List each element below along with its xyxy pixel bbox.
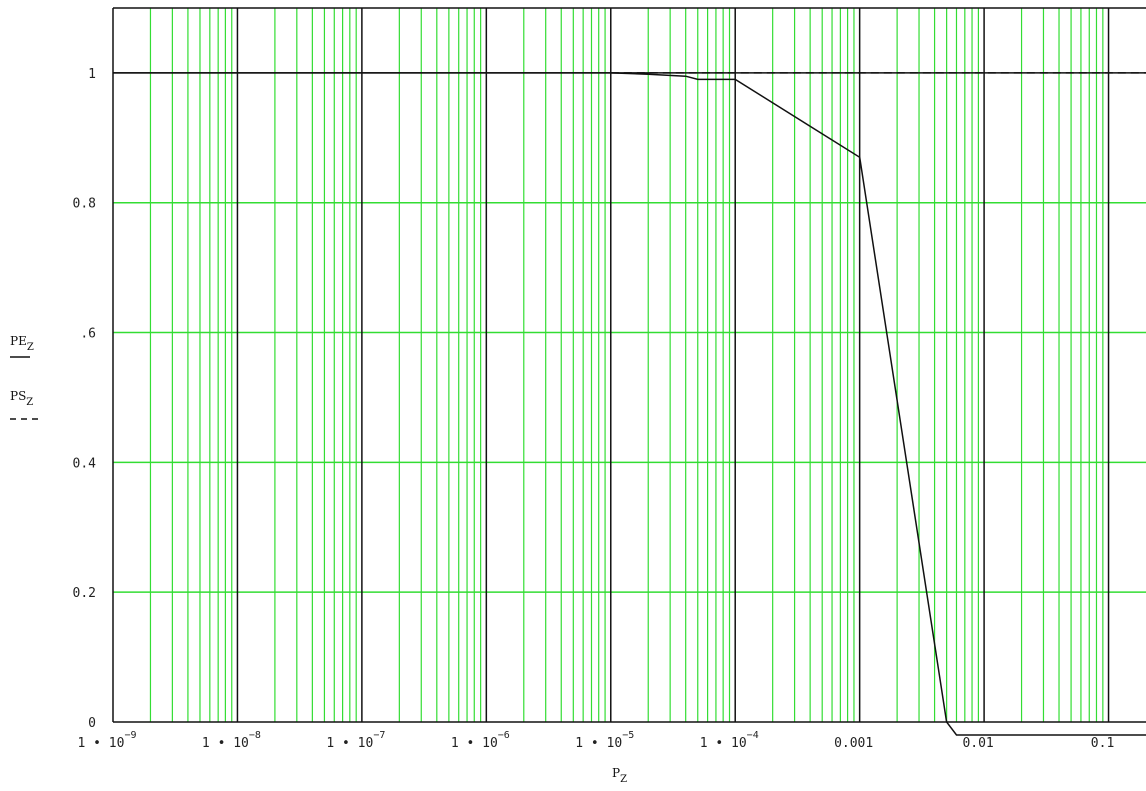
y-tick-label: 1 [88,67,96,82]
x-tick-label: 0.01 [962,736,993,751]
y-tick-label: .6 [80,327,96,342]
x-tick-label: 1 • 10−4 [700,730,759,751]
major-grid [113,8,1146,722]
x-tick-label: 0.001 [834,736,873,751]
series [113,72,1146,736]
y-axis-label-ps: PSZ [10,389,33,408]
x-tick-label: 1 • 10−6 [451,730,510,751]
x-tick-label: 1 • 10−5 [575,730,634,751]
x-tick-label: 1 • 10−7 [326,730,385,751]
y-axis-label-pe: PEZ [10,334,34,353]
y-tick-label: 0.2 [73,586,96,601]
x-tick-label: 1 • 10−8 [202,730,261,751]
y-tick-label: 0.8 [73,197,96,212]
y-axis-label: PEZ PSZ [10,334,38,420]
grid [113,8,1146,722]
x-axis-label-base: P [612,766,620,780]
y-tick-label: 0.4 [73,456,97,471]
x-axis-label-sub: Z [620,774,627,785]
y-tick-labels: 0 0.2 0.4 .6 0.8 1 [73,67,97,731]
plot-frame [112,7,1146,723]
x-tick-labels: 1 • 10−9 1 • 10−8 1 • 10−7 1 • 10−6 1 • 10−5… [77,730,1114,751]
series-pe-solid [113,72,1146,736]
x-axis-label: PZ [612,766,627,785]
x-tick-label: 0.1 [1091,736,1114,751]
x-tick-label: 1 • 10−9 [77,730,136,751]
y-tick-label: 0 [88,716,96,731]
